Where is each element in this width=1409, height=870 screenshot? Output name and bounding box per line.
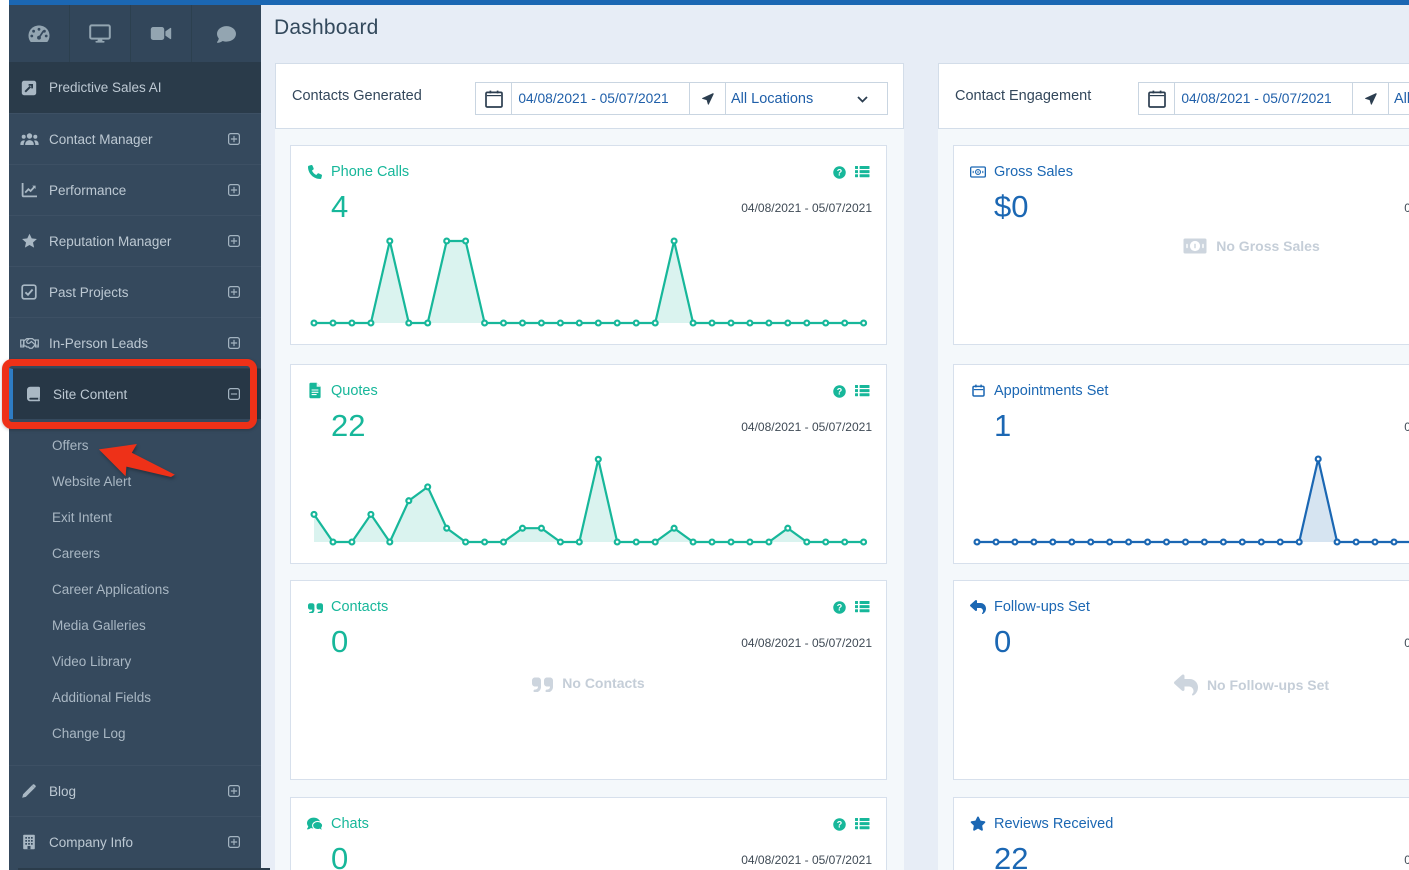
svg-text:?: ? [837,168,843,178]
svg-text:?: ? [837,387,843,397]
svg-text:?: ? [837,820,843,830]
svg-text:?: ? [837,603,843,613]
